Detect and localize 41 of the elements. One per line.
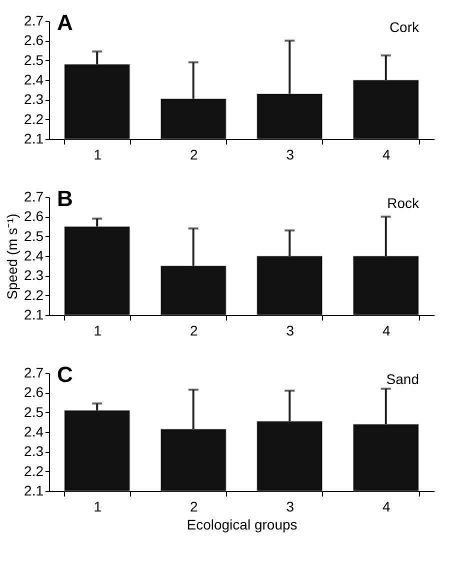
x-tick-label: 1 bbox=[94, 146, 102, 162]
chart-subtitle: Cork bbox=[389, 19, 420, 35]
y-tick-label: 2.2 bbox=[24, 286, 44, 303]
y-tick-label: 2.2 bbox=[24, 110, 44, 127]
x-tick-label: 1 bbox=[94, 498, 102, 514]
y-tick-label: 2.4 bbox=[24, 424, 44, 440]
y-tick-label: 2.4 bbox=[24, 248, 44, 264]
x-tick-label: 2 bbox=[190, 322, 198, 338]
x-tick-label: 4 bbox=[382, 322, 390, 338]
y-tick-label: 2.5 bbox=[24, 228, 44, 244]
y-tick-label: 2.1 bbox=[24, 306, 44, 322]
y-tick-label: 2.6 bbox=[24, 32, 44, 48]
y-tick-label: 2.5 bbox=[24, 52, 44, 68]
y-tick-label: 2.1 bbox=[24, 482, 44, 498]
y-tick-label: 2.3 bbox=[24, 91, 44, 108]
chart-title: B bbox=[57, 186, 73, 211]
x-tick-label: 3 bbox=[286, 146, 294, 162]
x-tick-label: 3 bbox=[286, 498, 294, 514]
y-tick-label: 2.2 bbox=[24, 462, 44, 479]
y-tick-label: 2.7 bbox=[24, 364, 44, 380]
y-tick-label: 2.1 bbox=[24, 130, 44, 146]
y-tick-label: 2.3 bbox=[24, 443, 44, 460]
y-tick-label: 2.3 bbox=[24, 267, 44, 284]
y-tick-label: 2.4 bbox=[24, 72, 44, 88]
x-tick-label: 2 bbox=[190, 146, 198, 162]
x-tick-label: 4 bbox=[382, 146, 390, 162]
y-tick-label: 2.6 bbox=[24, 208, 44, 224]
x-tick-label: 2 bbox=[190, 498, 198, 514]
y-tick-label: 2.7 bbox=[24, 12, 44, 28]
x-tick-label: 4 bbox=[382, 498, 390, 514]
y-tick-label: 2.6 bbox=[24, 384, 44, 400]
chart-subtitle: Sand bbox=[386, 371, 419, 387]
chart-subtitle: Rock bbox=[387, 195, 420, 211]
chart-title: A bbox=[57, 10, 73, 35]
x-tick-label: 3 bbox=[286, 322, 294, 338]
chart-title: C bbox=[57, 362, 73, 387]
y-tick-label: 2.5 bbox=[24, 404, 44, 420]
x-axis-title: Ecological groups bbox=[186, 516, 298, 532]
y-axis-title: Speed (m s⁻¹) bbox=[4, 214, 20, 300]
y-tick-label: 2.7 bbox=[24, 188, 44, 204]
x-tick-label: 1 bbox=[94, 322, 102, 338]
